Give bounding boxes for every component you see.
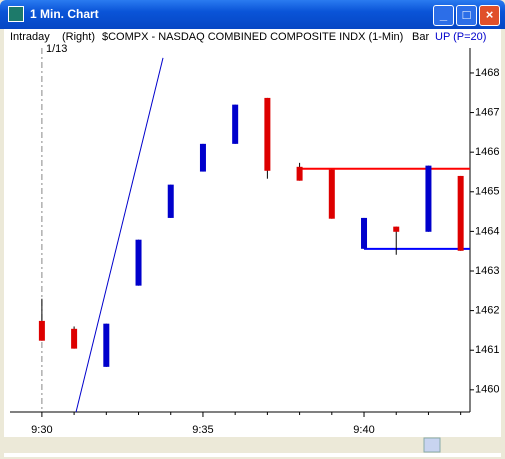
candle-body bbox=[103, 323, 110, 367]
y-tick-label: 1466 bbox=[475, 146, 499, 158]
drawn-line bbox=[75, 57, 164, 413]
candle-body bbox=[296, 166, 303, 181]
close-button[interactable]: × bbox=[479, 5, 500, 26]
y-tick-label: 1462 bbox=[475, 305, 499, 317]
header-symbol: $COMPX - NASDAQ COMBINED COMPOSITE INDX … bbox=[102, 31, 403, 43]
scrollbar[interactable] bbox=[4, 437, 501, 453]
date-label: 1/13 bbox=[46, 43, 67, 55]
candle-body bbox=[199, 143, 206, 172]
y-tick-label: 1465 bbox=[475, 186, 499, 198]
candle-body bbox=[135, 239, 142, 286]
y-tick-label: 1468 bbox=[475, 67, 499, 79]
candle-body bbox=[71, 328, 78, 349]
chart: Intraday (Right) $COMPX - NASDAQ COMBINE… bbox=[4, 29, 501, 457]
candle-body bbox=[425, 165, 432, 232]
window-title: 1 Min. Chart bbox=[30, 7, 99, 21]
candle-body bbox=[232, 104, 239, 144]
y-tick-label: 1467 bbox=[475, 106, 499, 118]
scroll-thumb[interactable] bbox=[423, 437, 441, 453]
candle-body bbox=[328, 169, 335, 219]
y-tick-label: 1460 bbox=[475, 384, 499, 396]
minimize-button[interactable]: _ bbox=[433, 5, 454, 26]
header-mode: Intraday bbox=[10, 31, 50, 43]
candle-body bbox=[393, 226, 400, 232]
candle-body bbox=[38, 320, 45, 341]
y-tick-label: 1464 bbox=[475, 225, 499, 237]
y-tick-label: 1463 bbox=[475, 265, 499, 277]
candle-body bbox=[457, 175, 464, 251]
x-tick-label: 9:40 bbox=[353, 424, 374, 436]
y-tick-label: 1461 bbox=[475, 344, 499, 356]
header-axis: (Right) bbox=[62, 31, 95, 43]
header-indicator: UP (P=20) bbox=[435, 31, 486, 43]
candle-body bbox=[167, 184, 174, 218]
x-tick-label: 9:35 bbox=[192, 424, 213, 436]
x-tick-label: 9:30 bbox=[31, 424, 52, 436]
candle-body bbox=[361, 217, 368, 249]
candle-body bbox=[264, 97, 271, 171]
title-bar: 1 Min. Chart _ □ × bbox=[0, 0, 505, 29]
header-style: Bar bbox=[412, 31, 429, 43]
maximize-button[interactable]: □ bbox=[456, 5, 477, 26]
